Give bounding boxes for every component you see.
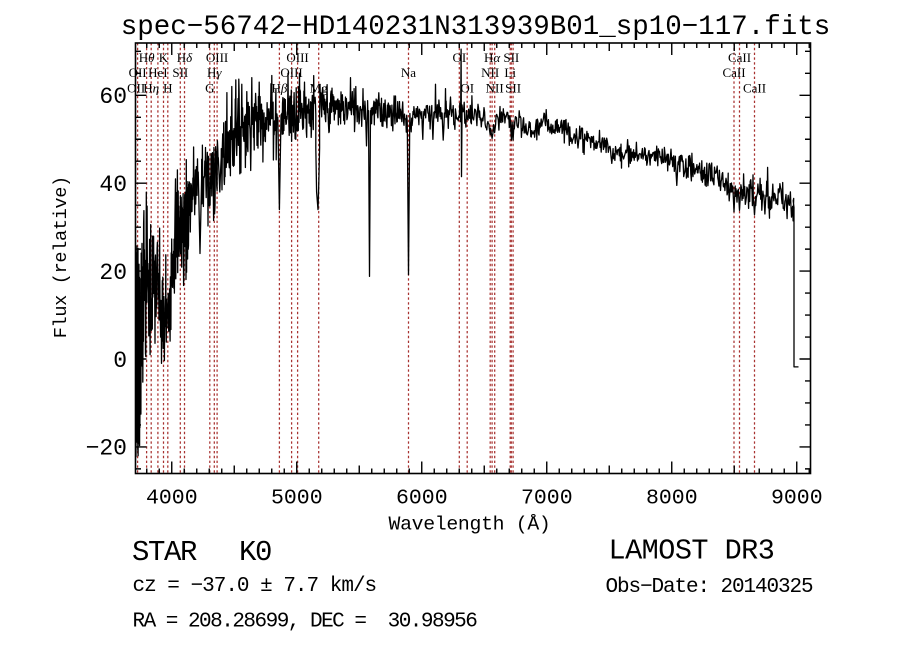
svg-text:H: H [163,80,172,95]
svg-text:G: G [205,80,214,95]
svg-text:OIII: OIII [206,50,228,65]
svg-text:4000: 4000 [146,486,198,510]
svg-text:Hα: Hα [484,50,501,65]
svg-text:Hγ: Hγ [207,65,222,80]
svg-text:CaII: CaII [722,65,745,80]
svg-text:Hβ: Hβ [271,80,287,95]
svg-text:Hθ: Hθ [139,50,155,65]
svg-text:8000: 8000 [646,486,698,510]
svg-text:spec−56742−HD140231N313939B01_: spec−56742−HD140231N313939B01_sp10−117.f… [121,12,831,43]
svg-text:K0: K0 [239,536,271,569]
svg-text:0: 0 [113,348,127,374]
svg-text:NII: NII [481,65,499,80]
svg-text:HeI: HeI [148,65,168,80]
svg-text:SII: SII [505,80,521,95]
svg-text:SII: SII [172,65,188,80]
svg-text:OI: OI [452,50,466,65]
svg-text:7000: 7000 [521,486,573,510]
svg-text:40: 40 [99,172,127,198]
svg-text:Mg: Mg [310,80,329,95]
svg-text:Flux (relative): Flux (relative) [51,176,72,338]
svg-text:Wavelength (Å): Wavelength (Å) [389,513,551,535]
svg-text:−20: −20 [86,436,127,462]
svg-text:cz = −37.0 ± 7.7 km/s: cz = −37.0 ± 7.7 km/s [133,575,377,598]
svg-text:STAR: STAR [132,536,197,569]
svg-text:60: 60 [99,84,127,110]
svg-text:OIII: OIII [280,65,302,80]
svg-text:6000: 6000 [396,486,448,510]
svg-text:SII: SII [503,50,519,65]
svg-text:5000: 5000 [271,486,323,510]
svg-text:OIII: OIII [286,50,308,65]
svg-text:20: 20 [99,260,127,286]
svg-text:NII: NII [486,80,504,95]
svg-text:Na: Na [401,65,416,80]
svg-text:Hδ: Hδ [177,50,193,65]
svg-text:Li: Li [504,65,516,80]
svg-text:9000: 9000 [771,486,823,510]
svg-text:CaII: CaII [728,50,751,65]
svg-text:OII: OII [129,65,147,80]
svg-text:Hη: Hη [143,80,159,95]
svg-text:K: K [159,50,169,65]
svg-text:RA = 208.28699, DEC = 30.9895: RA = 208.28699, DEC = 30.98956 [133,611,478,634]
svg-text:OII: OII [127,80,145,95]
svg-text:Obs−Date: 20140325: Obs−Date: 20140325 [606,576,814,599]
svg-text:CaII: CaII [743,80,766,95]
svg-text:OI: OI [460,80,474,95]
svg-text:LAMOST DR3: LAMOST DR3 [609,535,775,568]
